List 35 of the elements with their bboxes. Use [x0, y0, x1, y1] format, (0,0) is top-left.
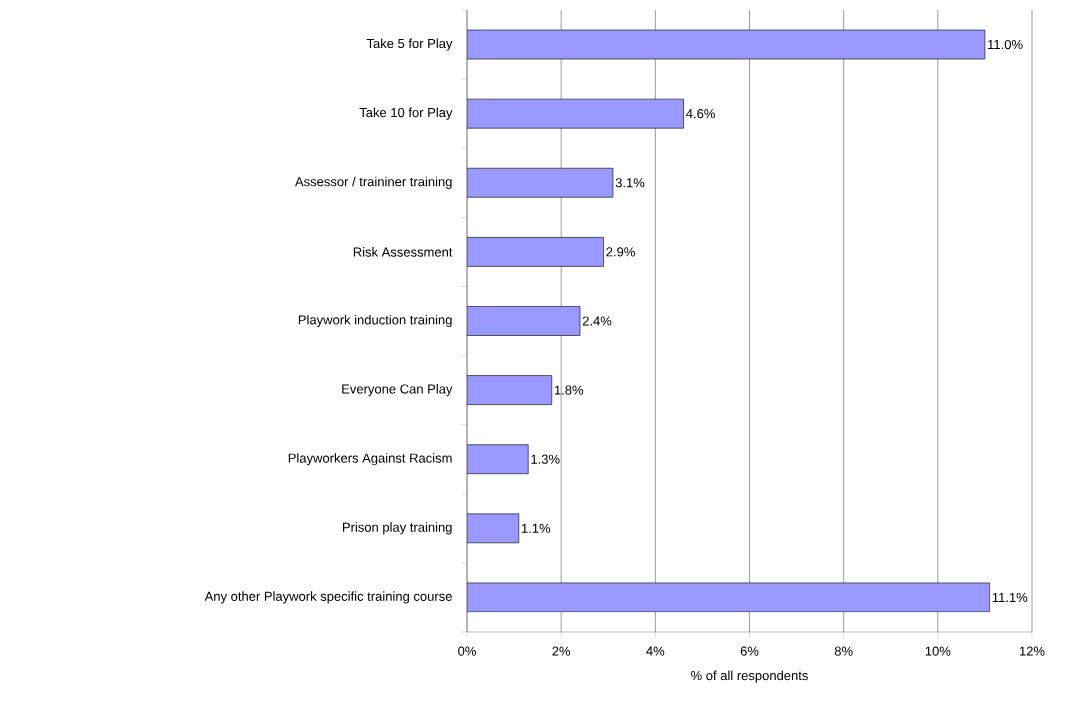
y-tick-label: Prison play training [342, 522, 452, 535]
data-label: 1.1% [521, 523, 551, 533]
bar [467, 167, 614, 198]
x-tick-label: 4% [646, 646, 665, 656]
y-tick-label: Take 5 for Play [366, 38, 453, 51]
bar [467, 29, 986, 60]
x-axis-title: % of all respondents [691, 670, 808, 683]
data-label: 1.8% [554, 385, 584, 395]
data-label: 11.1% [992, 592, 1028, 602]
y-tick-label: Playworkers Against Racism [288, 453, 452, 466]
x-tick-label: 6% [740, 646, 759, 656]
bar [467, 582, 990, 613]
data-label: 2.4% [582, 316, 612, 326]
x-tick-label: 0% [458, 646, 476, 656]
bar [467, 444, 529, 475]
bar [467, 375, 553, 405]
y-tick-label: Take 10 for Play [359, 107, 453, 120]
data-label: 3.1% [615, 178, 645, 188]
y-tick-label: Risk Assessment [353, 247, 453, 257]
y-tick-label: Playwork induction training [298, 314, 452, 328]
data-label: 11.0% [988, 39, 1023, 50]
data-label: 4.6% [686, 109, 715, 119]
x-tick-label: 8% [834, 646, 853, 656]
bar [467, 513, 520, 544]
data-label: 1.3% [531, 454, 560, 464]
x-tick-label: 12% [1019, 646, 1045, 656]
bar [467, 98, 684, 129]
data-label: 2.9% [606, 247, 635, 257]
bar [467, 237, 604, 267]
x-tick-label: 2% [552, 646, 571, 656]
y-tick-label: Everyone Can Play [342, 384, 453, 397]
y-tick-label: Assessor / traininer training [294, 176, 452, 189]
y-tick-label: Any other Playwork specific training course [204, 591, 452, 604]
bar [467, 306, 581, 336]
x-tick-label: 10% [925, 646, 951, 656]
